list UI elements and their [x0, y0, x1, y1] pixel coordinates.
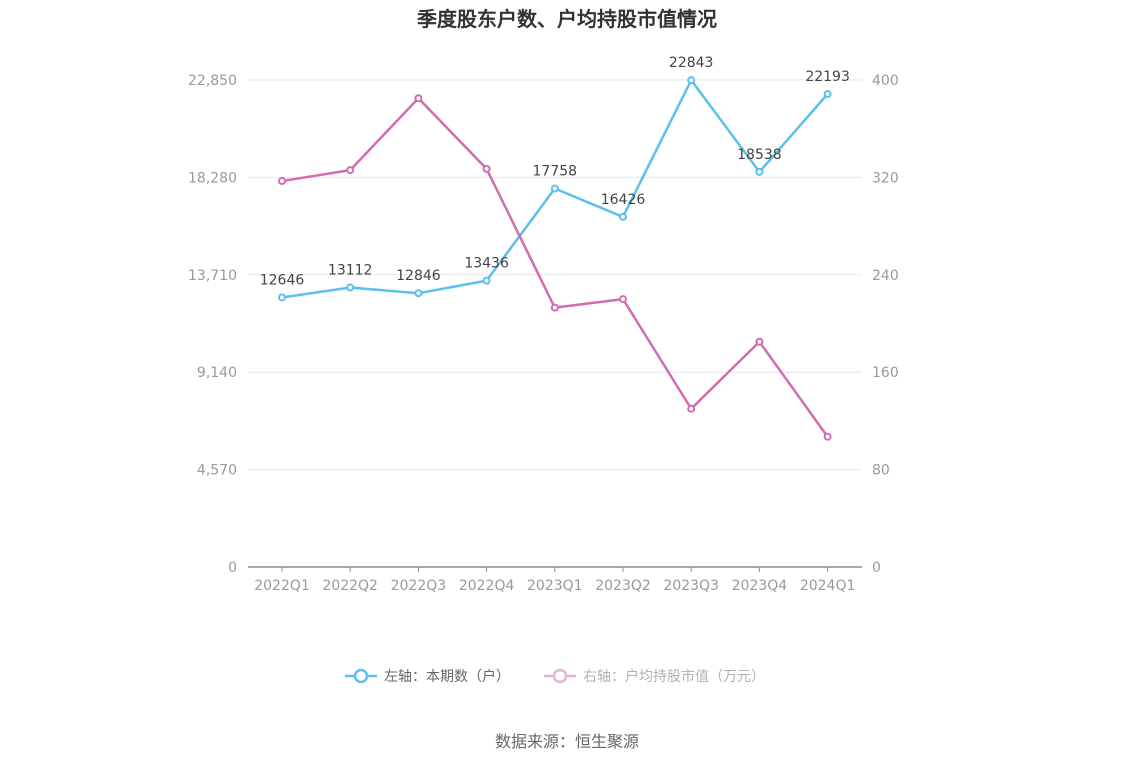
data-point[interactable]	[278, 293, 286, 302]
data-labels: 12646 13112 12846 13436 17758 16426 22843 18538…	[260, 55, 850, 288]
data-point[interactable]	[482, 276, 491, 285]
right-axis-tick-label: 0	[872, 560, 881, 576]
data-point[interactable]	[346, 283, 355, 292]
x-axis-tick-label: 2022Q3	[391, 578, 447, 594]
x-axis-tick-label: 2022Q2	[322, 578, 378, 594]
left-axis-tick-label: 13,710	[188, 268, 237, 284]
data-point[interactable]	[482, 164, 491, 173]
x-axis-tick-label: 2024Q1	[800, 578, 856, 594]
left-axis-tick-label: 18,280	[188, 170, 237, 186]
legend-marker	[353, 668, 369, 684]
data-point[interactable]	[823, 432, 832, 441]
data-point[interactable]	[755, 337, 764, 346]
left-axis-tick-label: 0	[228, 560, 237, 576]
data-point[interactable]	[823, 90, 832, 99]
chart-title: 季度股东户数、户均持股市值情况	[416, 7, 717, 31]
data-point[interactable]	[346, 166, 355, 175]
left-axis-tick-label: 9,140	[197, 365, 237, 381]
data-label: 13436	[464, 256, 509, 272]
axes: 0 4,570 9,140 13,710 18,280 22,850 0 80 160 240 32…	[188, 73, 899, 594]
data-point[interactable]	[619, 212, 627, 221]
data-point[interactable]	[550, 303, 559, 312]
x-axis-tick-label: 2023Q2	[595, 578, 651, 594]
left-axis-tick-label: 4,570	[197, 463, 237, 479]
x-axis-tick-label: 2023Q3	[663, 578, 719, 594]
data-label: 12846	[396, 268, 441, 284]
x-axis-tick-label: 2022Q1	[254, 578, 310, 594]
data-point[interactable]	[755, 167, 764, 176]
data-point[interactable]	[687, 404, 696, 413]
legend-item-0[interactable]: 左轴：本期数（户）	[345, 668, 510, 685]
legend-item-1[interactable]: 右轴：户均持股市值（万元）	[544, 668, 765, 685]
x-axis-tick-label: 2023Q1	[527, 578, 583, 594]
right-axis-tick-label: 320	[872, 170, 899, 186]
x-axis-tick-label: 2023Q4	[732, 578, 788, 594]
data-label: 22193	[805, 69, 850, 85]
data-label: 16426	[601, 192, 646, 208]
data-point[interactable]	[278, 177, 286, 186]
data-point[interactable]	[619, 295, 627, 304]
legend-marker	[552, 668, 568, 684]
legend[interactable]: 左轴：本期数（户） 右轴：户均持股市值（万元）	[345, 668, 765, 685]
right-axis-tick-label: 80	[872, 463, 890, 479]
series-lines	[278, 76, 832, 441]
data-label: 13112	[328, 263, 373, 279]
legend-label: 右轴：户均持股市值（万元）	[583, 668, 765, 685]
left-axis-tick-label: 22,850	[188, 73, 237, 89]
x-axis-tick-label: 2022Q4	[459, 578, 515, 594]
data-label: 18538	[737, 147, 782, 163]
data-label: 12646	[260, 272, 305, 288]
data-point[interactable]	[550, 184, 559, 193]
data-point[interactable]	[414, 94, 423, 103]
grid-lines	[248, 79, 862, 471]
data-label: 17758	[533, 164, 578, 180]
legend-label: 左轴：本期数（户）	[384, 668, 510, 685]
data-source: 数据来源：恒生聚源	[495, 732, 639, 751]
data-point[interactable]	[414, 289, 423, 298]
data-point[interactable]	[687, 76, 696, 85]
right-axis-tick-label: 160	[872, 365, 899, 381]
right-axis-tick-label: 240	[872, 268, 899, 284]
data-label: 22843	[669, 55, 714, 71]
right-axis-tick-label: 400	[872, 73, 899, 89]
